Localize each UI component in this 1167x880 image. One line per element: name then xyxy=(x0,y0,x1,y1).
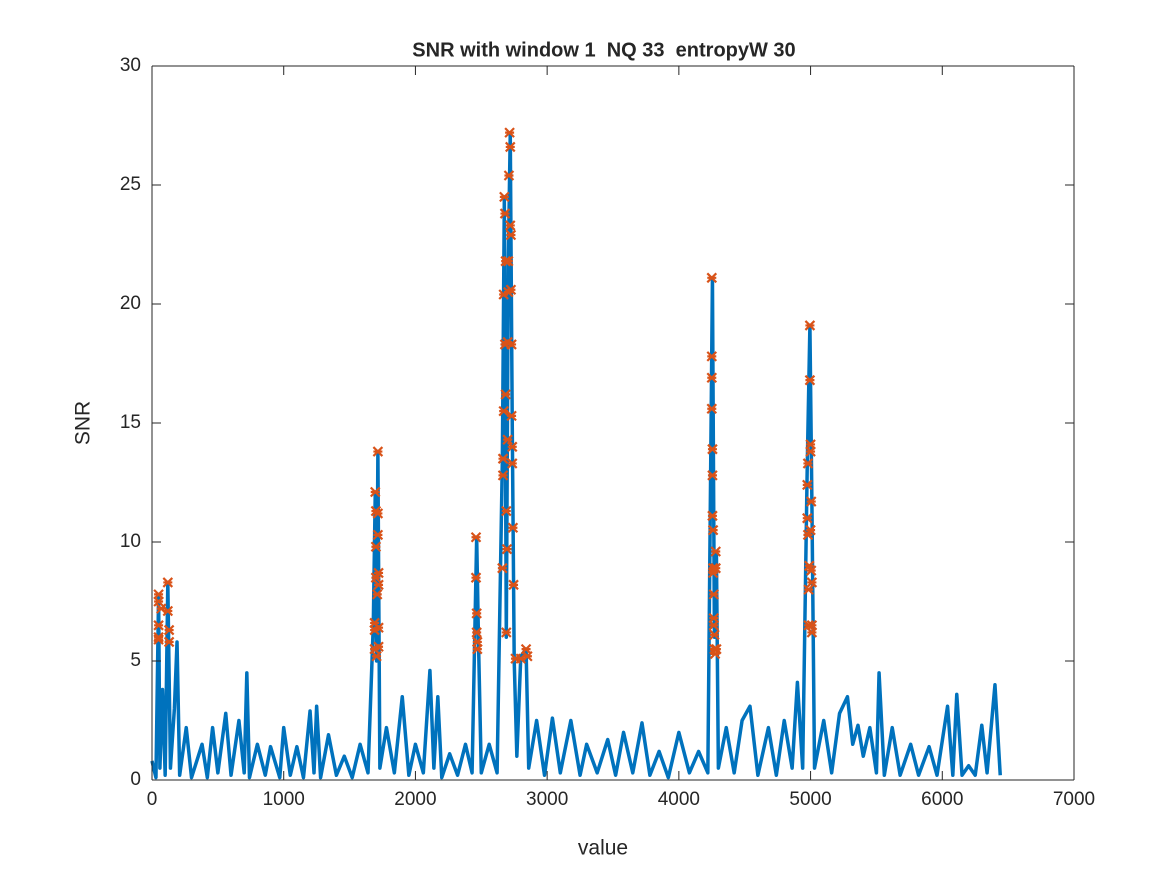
marker xyxy=(470,531,482,543)
y-tick-label: 15 xyxy=(120,412,141,433)
marker xyxy=(497,562,508,574)
y-tick-label: 20 xyxy=(120,293,141,314)
marker xyxy=(522,650,533,662)
x-tick-label: 0 xyxy=(147,789,158,810)
marker xyxy=(803,584,814,595)
marker xyxy=(706,372,718,384)
marker xyxy=(163,636,175,648)
marker xyxy=(497,470,509,481)
y-tick-label: 5 xyxy=(130,650,141,671)
x-tick-label: 4000 xyxy=(658,789,700,810)
marker xyxy=(369,486,381,498)
marker xyxy=(502,434,513,445)
marker xyxy=(504,127,515,138)
marker xyxy=(153,596,164,607)
y-tick-label: 30 xyxy=(120,55,141,76)
marker xyxy=(507,522,519,533)
marker xyxy=(373,567,384,579)
marker xyxy=(373,641,384,652)
marker xyxy=(162,577,174,588)
marker xyxy=(153,634,164,645)
marker xyxy=(709,629,720,641)
marker xyxy=(472,643,483,655)
marker xyxy=(499,191,510,203)
marker xyxy=(707,470,718,481)
marker xyxy=(371,650,382,662)
y-axis-label: SNR xyxy=(72,401,95,445)
marker xyxy=(153,620,164,631)
marker xyxy=(499,208,511,219)
marker xyxy=(470,572,482,583)
marker xyxy=(373,579,384,591)
marker xyxy=(806,577,818,588)
marker xyxy=(707,443,718,455)
marker xyxy=(508,579,519,591)
marker xyxy=(506,339,517,350)
marker xyxy=(500,389,511,400)
x-tick-label: 7000 xyxy=(1053,789,1095,810)
marker xyxy=(471,627,482,638)
marker xyxy=(372,446,384,457)
marker xyxy=(162,605,174,617)
chart-title: SNR with window 1 NQ 33 entropyW 30 xyxy=(412,39,795,61)
marker xyxy=(707,524,719,536)
marker xyxy=(806,627,818,638)
marker xyxy=(501,627,512,638)
marker xyxy=(498,405,509,417)
x-tick-label: 2000 xyxy=(394,789,436,810)
marker xyxy=(805,565,817,576)
y-tick-label: 10 xyxy=(120,531,141,552)
marker xyxy=(710,562,722,574)
marker xyxy=(497,453,509,464)
marker xyxy=(504,220,516,231)
marker xyxy=(506,441,518,453)
marker xyxy=(804,374,816,386)
marker xyxy=(503,255,514,267)
marker xyxy=(372,508,384,519)
marker xyxy=(373,622,384,633)
marker xyxy=(805,524,816,536)
marker xyxy=(501,543,513,555)
marker xyxy=(370,541,382,553)
marker xyxy=(707,510,718,522)
data-line xyxy=(150,130,1002,780)
marker xyxy=(802,512,813,524)
x-tick-label: 5000 xyxy=(789,789,831,810)
marker xyxy=(503,170,515,181)
marker xyxy=(805,496,817,507)
x-tick-label: 6000 xyxy=(921,789,963,810)
marker xyxy=(706,403,718,414)
marker xyxy=(506,410,517,422)
marker xyxy=(706,272,718,284)
x-tick-label: 1000 xyxy=(263,789,305,810)
marker xyxy=(802,458,814,469)
marker xyxy=(371,589,383,600)
marker xyxy=(501,505,512,517)
marker xyxy=(372,529,384,541)
y-tick-label: 0 xyxy=(130,769,141,790)
marker xyxy=(706,351,718,362)
marker xyxy=(505,284,517,295)
marker xyxy=(805,446,816,457)
marker xyxy=(708,589,720,600)
marker xyxy=(506,458,518,469)
y-tick-label: 25 xyxy=(120,174,141,195)
x-axis-label: value xyxy=(578,837,628,860)
x-tick-label: 3000 xyxy=(526,789,568,810)
marker xyxy=(163,624,175,636)
marker xyxy=(711,643,722,655)
marker xyxy=(505,229,517,241)
marker xyxy=(802,479,813,491)
marker xyxy=(504,141,516,153)
marker xyxy=(710,546,722,557)
marker xyxy=(471,608,482,619)
marker xyxy=(804,320,816,331)
marker xyxy=(708,620,720,631)
